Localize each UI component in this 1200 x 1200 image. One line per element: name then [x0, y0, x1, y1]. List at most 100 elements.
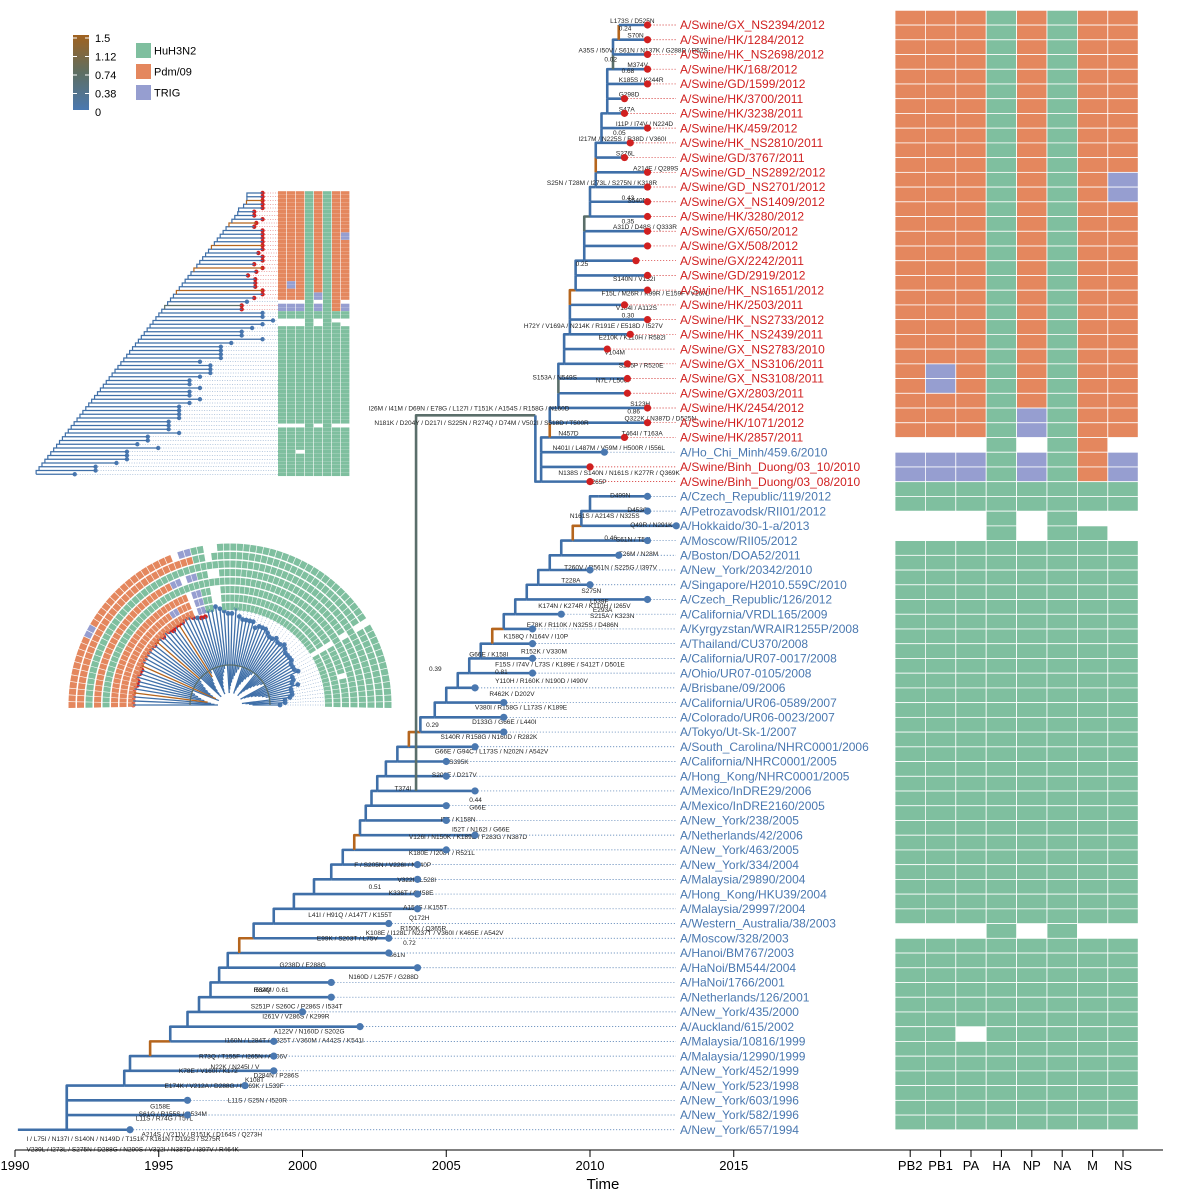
circ-genotype-cell [146, 605, 155, 614]
circ-genotype-cell [88, 672, 97, 679]
inset-genotype-cell [314, 326, 323, 330]
genotype-cell [894, 1011, 926, 1028]
mutation-label: A122V / N160D / S202G [274, 1028, 345, 1035]
tip-label: A/Swine/GD_NS2892/2012 [680, 166, 826, 180]
inset-genotype-cell [305, 457, 314, 462]
circ-genotype-cell [247, 561, 254, 570]
genotype-cell [985, 157, 1018, 173]
circ-genotype-cell [306, 618, 315, 627]
inset-genotype-cell [296, 191, 305, 195]
genotype-cell [1107, 1070, 1139, 1087]
tip-labels: A/Swine/GX_NS2394/2012A/Swine/HK/1284/20… [130, 18, 869, 1137]
genotype-cell [925, 540, 957, 556]
backbone-branch [513, 598, 527, 615]
inset-genotype-cell [341, 393, 350, 398]
inset-genotype-cell [332, 322, 341, 327]
circ-branch [240, 669, 295, 700]
inset-genotype-cell [296, 464, 305, 469]
mutation-label: A154S / K155T [403, 905, 447, 912]
circ-genotype-cell [341, 702, 349, 708]
genotype-cell [925, 260, 957, 276]
circ-genotype-cell [248, 553, 256, 561]
inset-genotype-cell [332, 281, 341, 285]
genotype-cell [985, 702, 1018, 718]
mutation-label: N181K / D204Y / D217I / S225N / R274Q / … [374, 420, 589, 427]
genotype-cell [955, 83, 987, 100]
circ-genotype-cell [260, 581, 267, 590]
inset-branch [237, 207, 263, 212]
posterior-label: 0.44 [469, 797, 482, 804]
circ-genotype-cell [256, 545, 264, 554]
inset-genotype-cell [323, 401, 332, 405]
mutation-label: L539F [590, 598, 608, 605]
genotype-cell [925, 1055, 957, 1072]
genotype-cell [925, 613, 957, 630]
genotype-cell [1077, 275, 1109, 291]
genotype-cell [955, 775, 987, 792]
mutation-label: R73Q / T155F / I265N / A506V [199, 1054, 288, 1061]
circ-genotype-cell [367, 702, 375, 708]
circ-genotype-cell [128, 623, 137, 632]
circ-genotype-cell [367, 696, 375, 702]
inset-genotype-cell [287, 438, 296, 443]
circ-genotype-cell [179, 558, 188, 568]
circ-genotype-cell [329, 632, 338, 641]
circ-genotype-cell [154, 621, 163, 630]
inset-genotype-cell [323, 453, 332, 458]
circ-genotype-cell [331, 654, 340, 662]
genotype-cell [985, 584, 1018, 600]
colorbar-label: 0 [95, 107, 101, 119]
inset-genotype-cell [278, 461, 287, 465]
circ-genotype-cell [198, 554, 206, 563]
circ-genotype-cell [114, 646, 124, 654]
circ-genotype-cell [377, 655, 386, 664]
circ-genotype-cell [68, 688, 77, 695]
genotype-cell [1016, 201, 1048, 217]
mutation-label: D453G [627, 507, 648, 514]
inset-genotype-cell [332, 228, 341, 233]
circ-genotype-cell [157, 630, 165, 639]
inset-branch [102, 383, 190, 388]
circ-genotype-cell [292, 627, 300, 636]
posterior-label: 0.81 [495, 669, 508, 676]
inset-genotype-cell [332, 337, 341, 342]
genotype-cell [925, 746, 957, 762]
tip-label: A/Auckland/615/2002 [680, 1020, 794, 1034]
segment-label: PB2 [898, 1158, 923, 1173]
inset-genotype-cell [341, 258, 350, 263]
circ-genotype-cell [254, 554, 262, 563]
circ-genotype-cell [366, 684, 374, 691]
inset-genotype-cell [332, 251, 341, 255]
inset-genotype-cell [314, 329, 323, 334]
circ-genotype-cell [345, 597, 355, 607]
genotype-cell [894, 451, 926, 468]
circ-branch [240, 621, 254, 667]
genotype-cell [1077, 569, 1109, 586]
circ-genotype-cell [272, 604, 279, 613]
circ-leader [291, 685, 323, 693]
genotype-cell [1016, 937, 1048, 954]
circ-genotype-cell [350, 702, 358, 708]
circ-genotype-cell [298, 560, 308, 570]
genotype-cell [894, 790, 926, 807]
inset-genotype-cell [305, 397, 314, 402]
circ-genotype-cell [118, 623, 128, 632]
inset-branch [38, 466, 96, 471]
genotype-cell [1107, 378, 1139, 394]
swine-branch [562, 333, 570, 350]
tip-label: A/Swine/GX_NS1409/2012 [680, 195, 825, 209]
circ-genotype-cell [292, 606, 300, 615]
inset-genotype-cell [287, 277, 296, 282]
circ-leader [265, 618, 271, 630]
inset-genotype-cell [323, 329, 332, 334]
genotype-cell [1046, 422, 1078, 438]
inset-genotype-cell [341, 434, 350, 439]
mutation-label: Q172H [409, 915, 430, 922]
circ-genotype-cell [165, 613, 173, 622]
inset-genotype-cell [287, 359, 296, 364]
inset-genotype-cell [314, 434, 323, 439]
genotype-cell [1077, 451, 1109, 468]
circ-genotype-cell [86, 646, 96, 654]
circ-genotype-cell [327, 645, 336, 653]
genotype-cell [1107, 569, 1139, 586]
